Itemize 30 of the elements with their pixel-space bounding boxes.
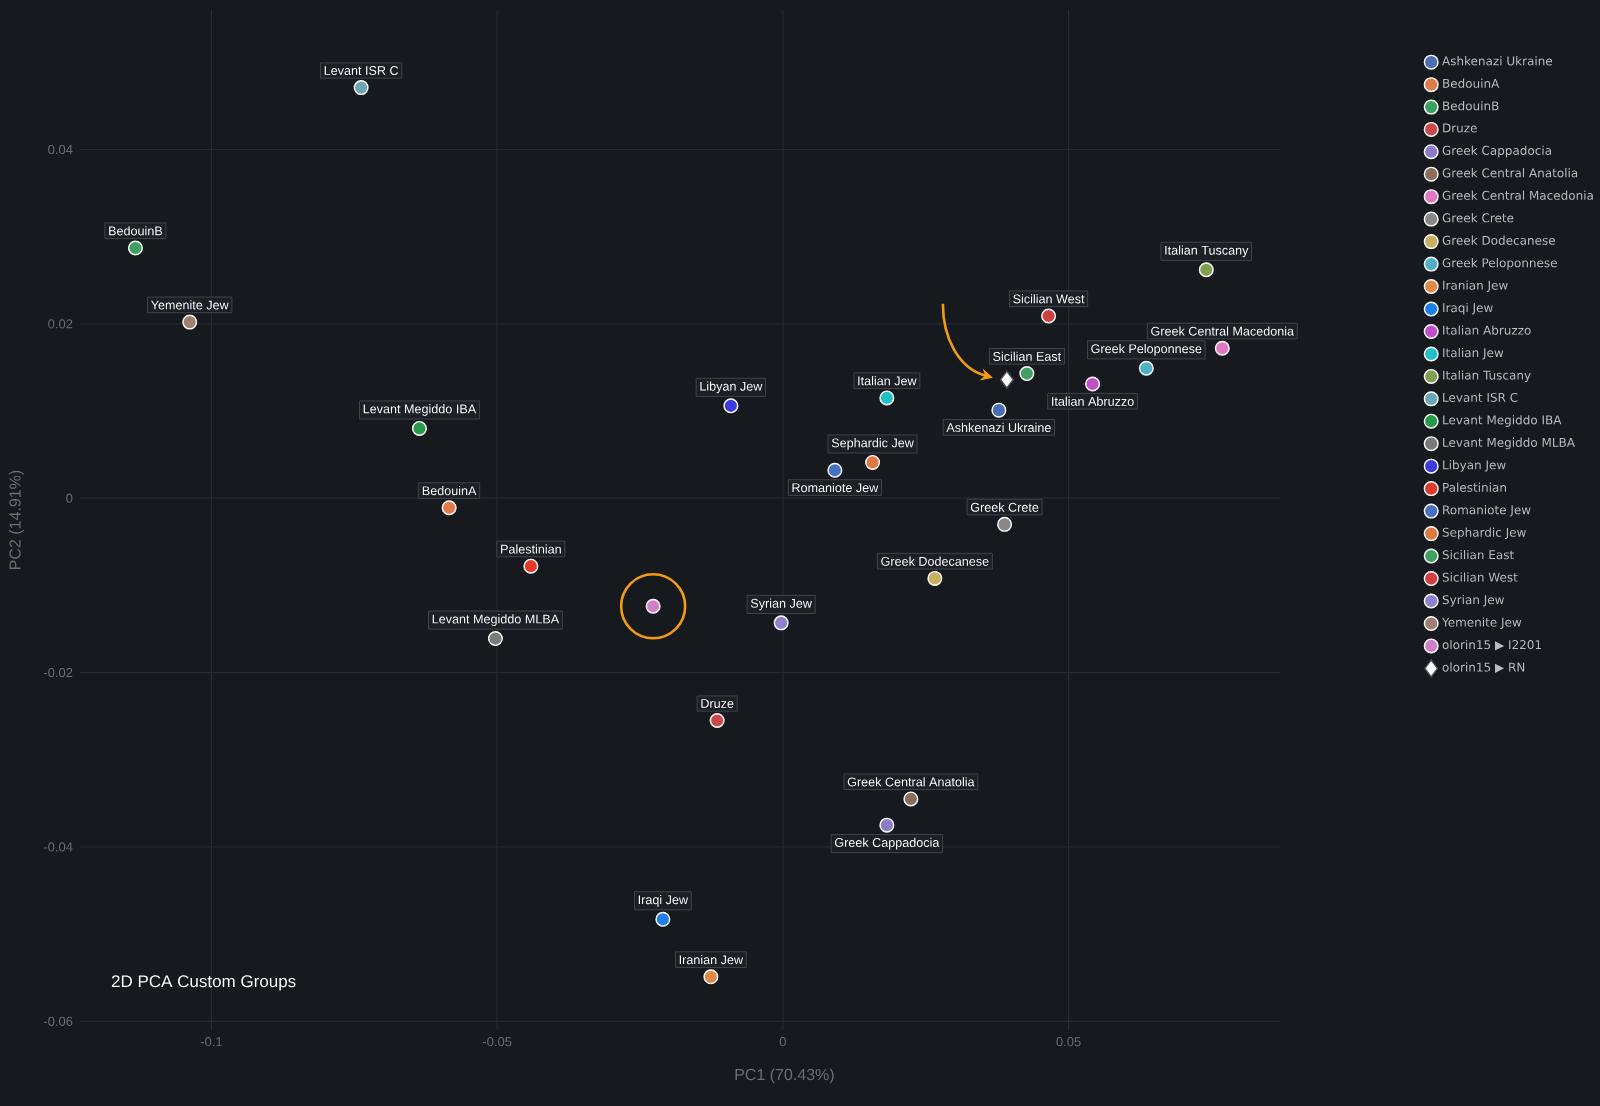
point	[487, 631, 503, 647]
point	[903, 791, 919, 807]
point	[927, 570, 943, 586]
point	[999, 370, 1014, 389]
point	[865, 454, 881, 470]
point	[1214, 340, 1230, 356]
point	[441, 500, 457, 516]
point	[1198, 262, 1214, 278]
point	[709, 713, 725, 729]
text: 2D PCA Custom Groups	[111, 975, 296, 991]
point	[879, 817, 895, 833]
point	[827, 462, 843, 478]
point	[723, 398, 739, 414]
y-axis-title: PC2 (14.91%)	[8, 470, 24, 569]
point	[991, 402, 1007, 418]
point	[703, 969, 719, 985]
point	[182, 314, 198, 330]
x-axis-title: PC1 (70.43%)	[735, 1068, 834, 1084]
point	[655, 911, 671, 927]
point	[1041, 308, 1057, 324]
point	[997, 516, 1013, 532]
point	[1085, 376, 1101, 392]
point	[127, 240, 143, 256]
point	[773, 615, 789, 631]
point	[523, 558, 539, 574]
point	[1138, 360, 1154, 376]
point	[1019, 366, 1035, 382]
point	[411, 420, 427, 436]
point	[353, 80, 369, 96]
point	[879, 390, 895, 406]
